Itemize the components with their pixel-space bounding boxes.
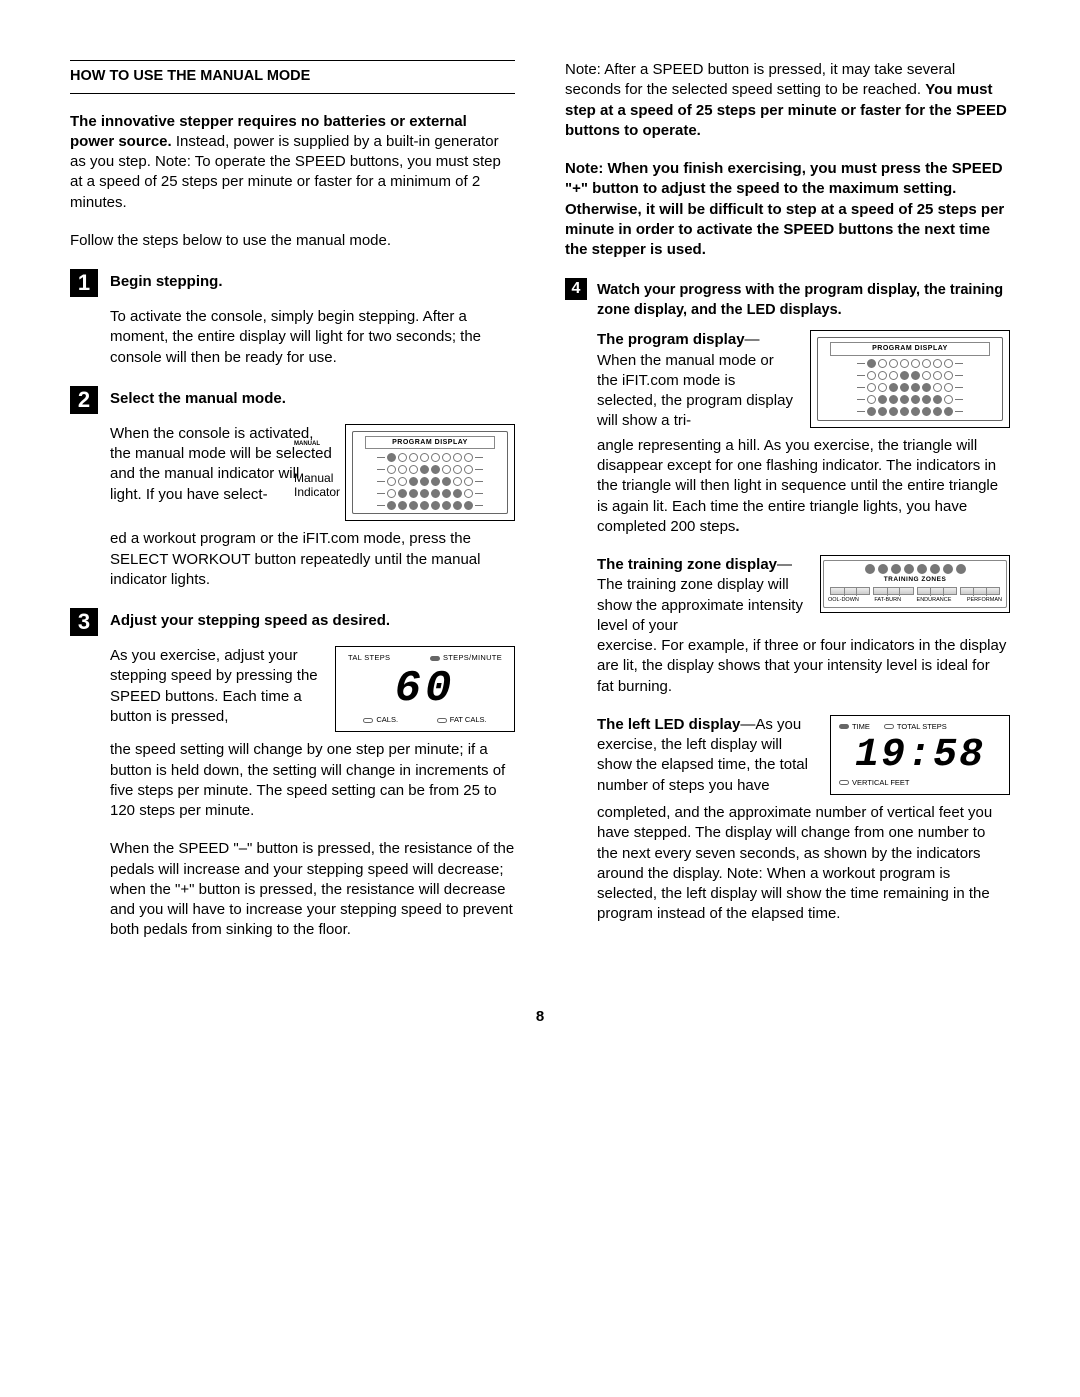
pill-icon-2 [363, 718, 373, 723]
pill-icon [430, 656, 440, 661]
led-display-figure: TIME TOTAL STEPS 19:58 VERTICAL FEET [830, 715, 1010, 795]
r1a: Note: After a SPEED button is pressed, i… [565, 61, 955, 98]
speed-value: 60 [344, 665, 506, 713]
r-note-1: Note: After a SPEED button is pressed, i… [565, 60, 1010, 141]
intro-paragraph: The innovative stepper requires no batte… [70, 112, 515, 213]
step-3-body-3: When the SPEED "–" button is pressed, th… [110, 839, 515, 940]
prog-disp-title-2: PROGRAM DISPLAY [830, 342, 990, 355]
prog-rows-1 [355, 451, 505, 511]
pill-time-icon [839, 724, 849, 729]
page-number: 8 [70, 1007, 1010, 1027]
step-3-body-1: As you exercise, adjust your stepping sp… [110, 647, 318, 725]
ftr-left: CALS. [376, 715, 398, 724]
ftr-right: FAT CALS. [450, 715, 487, 724]
pill-steps-icon [884, 724, 894, 729]
step-3-body-2: the speed setting will change by one ste… [110, 740, 515, 821]
tz-dots [828, 564, 1002, 574]
step-2-body-2: ed a workout program or the iFIT.com mod… [110, 530, 480, 588]
step-1-body: To activate the console, simply begin st… [110, 307, 515, 368]
step-number-1: 1 [70, 269, 98, 297]
step-3-header: 3 Adjust your stepping speed as desired. [70, 608, 515, 636]
step-4-header: 4 Watch your progress with the program d… [565, 278, 1010, 320]
hdr-right: STEPS/MINUTE [443, 653, 502, 662]
prog-rows-2 [820, 358, 1000, 418]
program-display-figure-2: PROGRAM DISPLAY [810, 330, 1010, 427]
led-ftr: VERTICAL FEET [852, 778, 910, 787]
tz-l4: PERFORMAN [967, 597, 1002, 604]
manual-tag: MANUAL [294, 441, 320, 448]
step-2-title: Select the manual mode. [110, 386, 286, 409]
step-2-header: 2 Select the manual mode. [70, 386, 515, 414]
led-hdr1: TIME [852, 722, 870, 731]
tz-l3: ENDURANCE [917, 597, 952, 604]
manual-callout-2: Indicator [294, 485, 340, 499]
training-zone-figure: TRAINING ZONES OOL-DOWN FAT-BURN ENDURAN… [820, 555, 1010, 613]
pill-vf-icon [839, 780, 849, 785]
section-title: HOW TO USE THE MANUAL MODE [70, 60, 515, 94]
speed-display-figure: TAL STEPS STEPS/MINUTE 60 CALS. FAT CALS… [335, 646, 515, 732]
step-1-title: Begin stepping. [110, 269, 223, 292]
step-1-header: 1 Begin stepping. [70, 269, 515, 297]
tz-l2: FAT-BURN [874, 597, 901, 604]
pd-body-2: angle representing a hill. As you exerci… [597, 437, 998, 535]
pd-head: The program display [597, 331, 745, 348]
step-4-title: Watch your progress with the program dis… [597, 278, 1010, 320]
prog-disp-title-1: PROGRAM DISPLAY [365, 436, 495, 449]
led-body-2: completed, and the approximate number of… [597, 804, 992, 922]
led-value: 19:58 [839, 734, 1001, 778]
tz-body-2: exercise. For example, if three or four … [597, 637, 1006, 695]
step-number-2: 2 [70, 386, 98, 414]
tz-head: The training zone display [597, 556, 777, 573]
led-hdr2: TOTAL STEPS [897, 722, 947, 731]
r-note-2: Note: When you finish exercising, you mu… [565, 159, 1010, 260]
pill-icon-3 [437, 718, 447, 723]
step-3-title: Adjust your stepping speed as desired. [110, 608, 390, 631]
tz-bar [828, 587, 1002, 595]
step-number-3: 3 [70, 608, 98, 636]
step-number-4: 4 [565, 278, 587, 300]
program-display-figure-1: MANUAL Manual Indicator PROGRAM DISPLAY [345, 424, 515, 521]
tz-l1: OOL-DOWN [828, 597, 859, 604]
led-head: The left LED display [597, 716, 740, 733]
follow-text: Follow the steps below to use the manual… [70, 231, 515, 251]
manual-callout-1: Manual [294, 471, 333, 485]
tz-title: TRAINING ZONES [828, 576, 1002, 585]
hdr-left: TAL STEPS [348, 653, 390, 662]
